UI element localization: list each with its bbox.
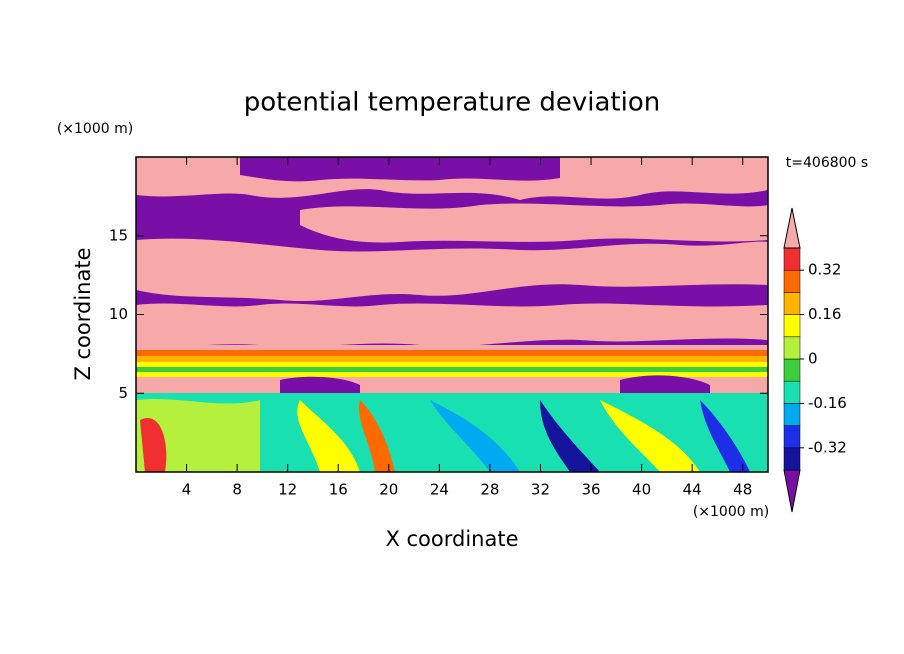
x-tick-label: 8 — [232, 481, 242, 499]
colorbar-band — [783, 269, 801, 293]
colorbar-under — [783, 469, 801, 513]
x-tick-label: 40 — [632, 481, 651, 499]
x-tick-label: 4 — [182, 481, 192, 499]
x-tick-label: 24 — [430, 481, 449, 499]
colorbar-band — [783, 336, 801, 360]
y-tick-label: 5 — [118, 384, 128, 402]
x-tick-label: 20 — [379, 481, 398, 499]
time-annotation: t=406800 s — [786, 155, 868, 171]
x-unit: (×1000 m) — [693, 504, 769, 520]
colorbar-band — [783, 447, 801, 471]
colorbar-over — [783, 207, 801, 249]
colorbar-tick-label: 0.32 — [808, 261, 841, 279]
chart-title: potential temperature deviation — [244, 88, 660, 118]
x-tick-label: 12 — [278, 481, 297, 499]
colorbar-band — [783, 358, 801, 382]
colorbar-band — [783, 403, 801, 426]
x-tick-label: 48 — [733, 481, 752, 499]
y-unit: (×1000 m) — [57, 121, 133, 137]
colorbar-tick-label: -0.32 — [808, 438, 847, 456]
colorbar-band — [783, 247, 801, 271]
x-axis-label: X coordinate — [385, 527, 518, 551]
colorbar-band — [783, 425, 801, 449]
x-tick-label: 32 — [531, 481, 550, 499]
colorbar-band — [783, 292, 801, 315]
x-tick-label: 28 — [480, 481, 499, 499]
colorbar-tick-label: 0.16 — [808, 305, 841, 323]
y-tick-label: 10 — [109, 305, 128, 323]
y-tick-label: 15 — [109, 226, 128, 244]
x-tick-label: 44 — [683, 481, 702, 499]
x-tick-label: 36 — [581, 481, 600, 499]
x-tick-label: 16 — [329, 481, 348, 499]
contour-field — [136, 157, 768, 472]
y-axis-label: Z coordinate — [71, 247, 95, 380]
colorbar-band — [783, 380, 801, 404]
colorbar-tick-label: 0 — [808, 350, 818, 368]
colorbar-band — [783, 314, 801, 338]
colorbar-tick-label: -0.16 — [808, 394, 847, 412]
